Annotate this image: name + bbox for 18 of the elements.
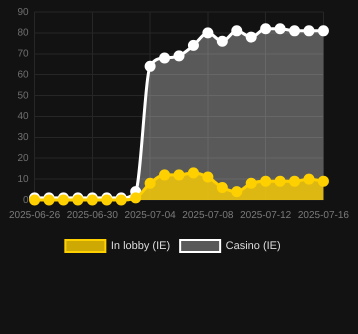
legend-label: Casino (IE) [226,240,281,252]
y-tick-label: 40 [17,111,30,122]
y-tick-label: 20 [17,152,30,164]
y-tick-label: 10 [17,174,30,185]
y-tick-label: 0 [23,194,30,206]
legend-label: In lobby (IE) [110,240,170,252]
x-tick-label: 2025-06-26 [9,210,61,221]
y-tick-label: 80 [17,28,30,39]
y-tick-label: 30 [17,132,30,144]
x-tick-label: 2025-07-16 [298,210,350,221]
y-tick-label: 60 [17,69,30,80]
y-tick-label: 50 [17,90,30,102]
x-tick-label: 2025-07-04 [124,210,176,221]
x-tick-label: 2025-06-30 [66,210,118,221]
x-tick-label: 2025-07-12 [240,210,292,221]
y-tick-label: 90 [17,6,30,18]
y-tick-label: 70 [17,48,30,60]
x-tick-label: 2025-07-08 [182,210,234,221]
